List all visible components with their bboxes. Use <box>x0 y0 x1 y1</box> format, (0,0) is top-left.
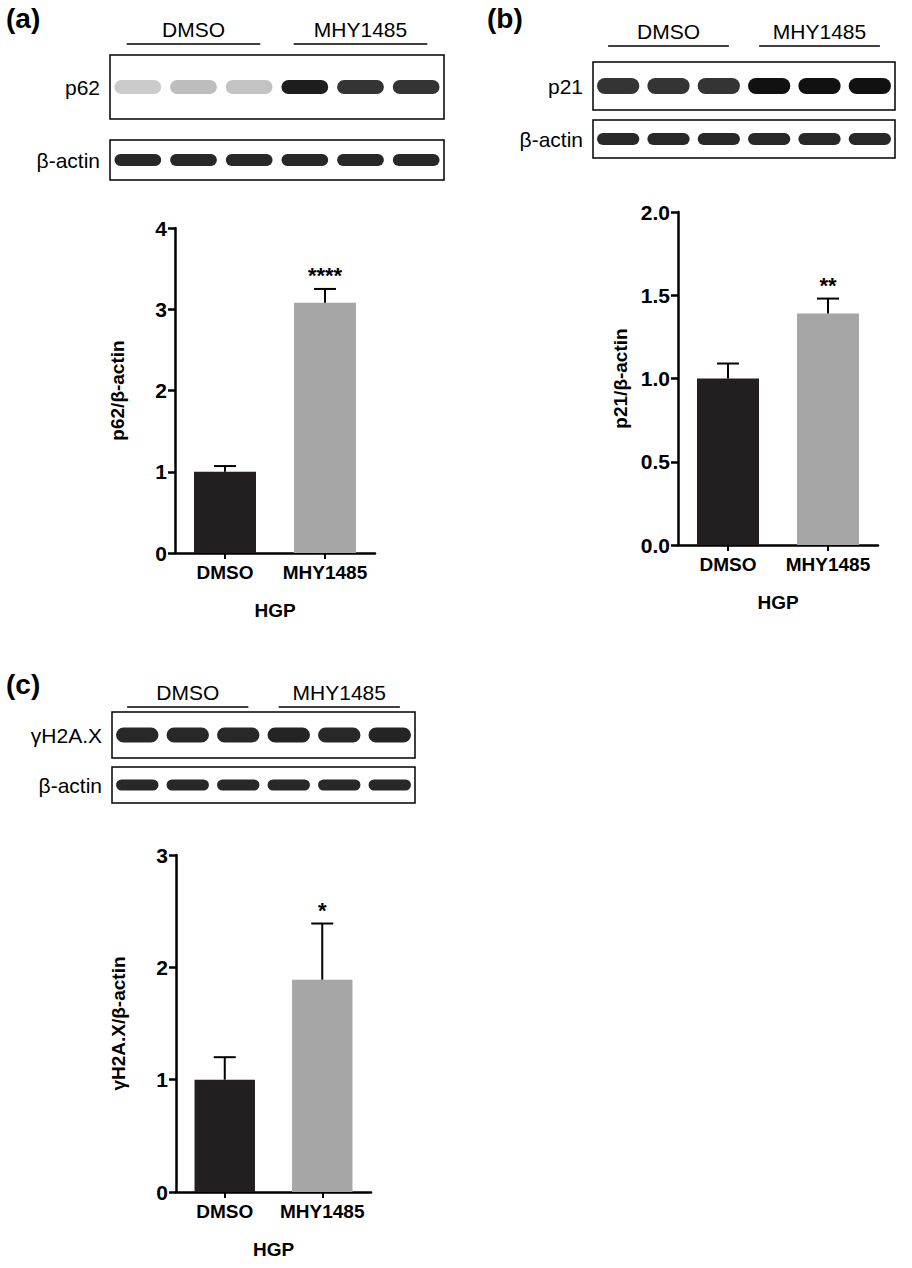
svg-text:MHY1485: MHY1485 <box>293 681 386 704</box>
svg-text:DMSO: DMSO <box>156 681 219 704</box>
svg-text:MHY1485: MHY1485 <box>786 554 871 575</box>
svg-text:0: 0 <box>156 1181 168 1204</box>
svg-text:MHY1485: MHY1485 <box>280 1201 365 1222</box>
svg-text:p21/β-actin: p21/β-actin <box>610 328 631 428</box>
svg-text:p21: p21 <box>548 75 583 98</box>
svg-text:1.0: 1.0 <box>641 367 670 390</box>
svg-text:p62/β-actin: p62/β-actin <box>107 340 128 440</box>
svg-text:0.5: 0.5 <box>641 450 671 473</box>
svg-text:0: 0 <box>155 542 167 565</box>
svg-text:3: 3 <box>155 298 167 321</box>
svg-text:(a): (a) <box>6 3 40 34</box>
svg-text:β-actin: β-actin <box>520 128 583 151</box>
svg-text:β-actin: β-actin <box>39 774 102 797</box>
svg-text:2: 2 <box>156 956 168 979</box>
svg-text:4: 4 <box>155 217 167 240</box>
svg-text:γH2A.X: γH2A.X <box>31 724 102 747</box>
svg-text:(b): (b) <box>487 3 523 34</box>
svg-text:****: **** <box>308 263 343 288</box>
svg-text:(c): (c) <box>6 669 40 700</box>
svg-text:3: 3 <box>156 844 168 867</box>
svg-text:0.0: 0.0 <box>641 534 670 557</box>
svg-text:MHY1485: MHY1485 <box>283 562 368 583</box>
svg-text:MHY1485: MHY1485 <box>314 18 407 41</box>
svg-text:HGP: HGP <box>253 1239 295 1260</box>
svg-text:1: 1 <box>156 1068 168 1091</box>
svg-text:*: * <box>318 898 327 923</box>
svg-text:HGP: HGP <box>757 592 799 613</box>
svg-text:1.5: 1.5 <box>641 284 671 307</box>
svg-text:**: ** <box>819 273 837 298</box>
svg-text:DMSO: DMSO <box>162 18 225 41</box>
svg-text:DMSO: DMSO <box>637 20 700 43</box>
svg-text:γH2A.X/β-actin: γH2A.X/β-actin <box>108 956 129 1090</box>
svg-text:DMSO: DMSO <box>196 1201 253 1222</box>
svg-text:β-actin: β-actin <box>37 149 100 172</box>
svg-text:DMSO: DMSO <box>197 562 254 583</box>
svg-text:DMSO: DMSO <box>700 554 757 575</box>
svg-text:2: 2 <box>155 379 167 402</box>
svg-text:p62: p62 <box>65 76 100 99</box>
svg-text:HGP: HGP <box>254 600 296 621</box>
svg-text:2.0: 2.0 <box>641 201 670 224</box>
svg-text:MHY1485: MHY1485 <box>773 20 866 43</box>
svg-text:1: 1 <box>155 460 167 483</box>
